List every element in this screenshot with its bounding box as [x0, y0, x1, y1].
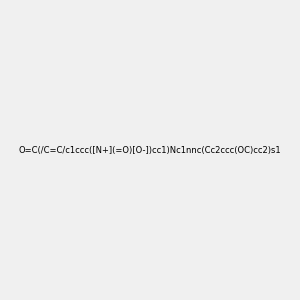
Text: O=C(/C=C/c1ccc([N+](=O)[O-])cc1)Nc1nnc(Cc2ccc(OC)cc2)s1: O=C(/C=C/c1ccc([N+](=O)[O-])cc1)Nc1nnc(C… [19, 146, 281, 154]
